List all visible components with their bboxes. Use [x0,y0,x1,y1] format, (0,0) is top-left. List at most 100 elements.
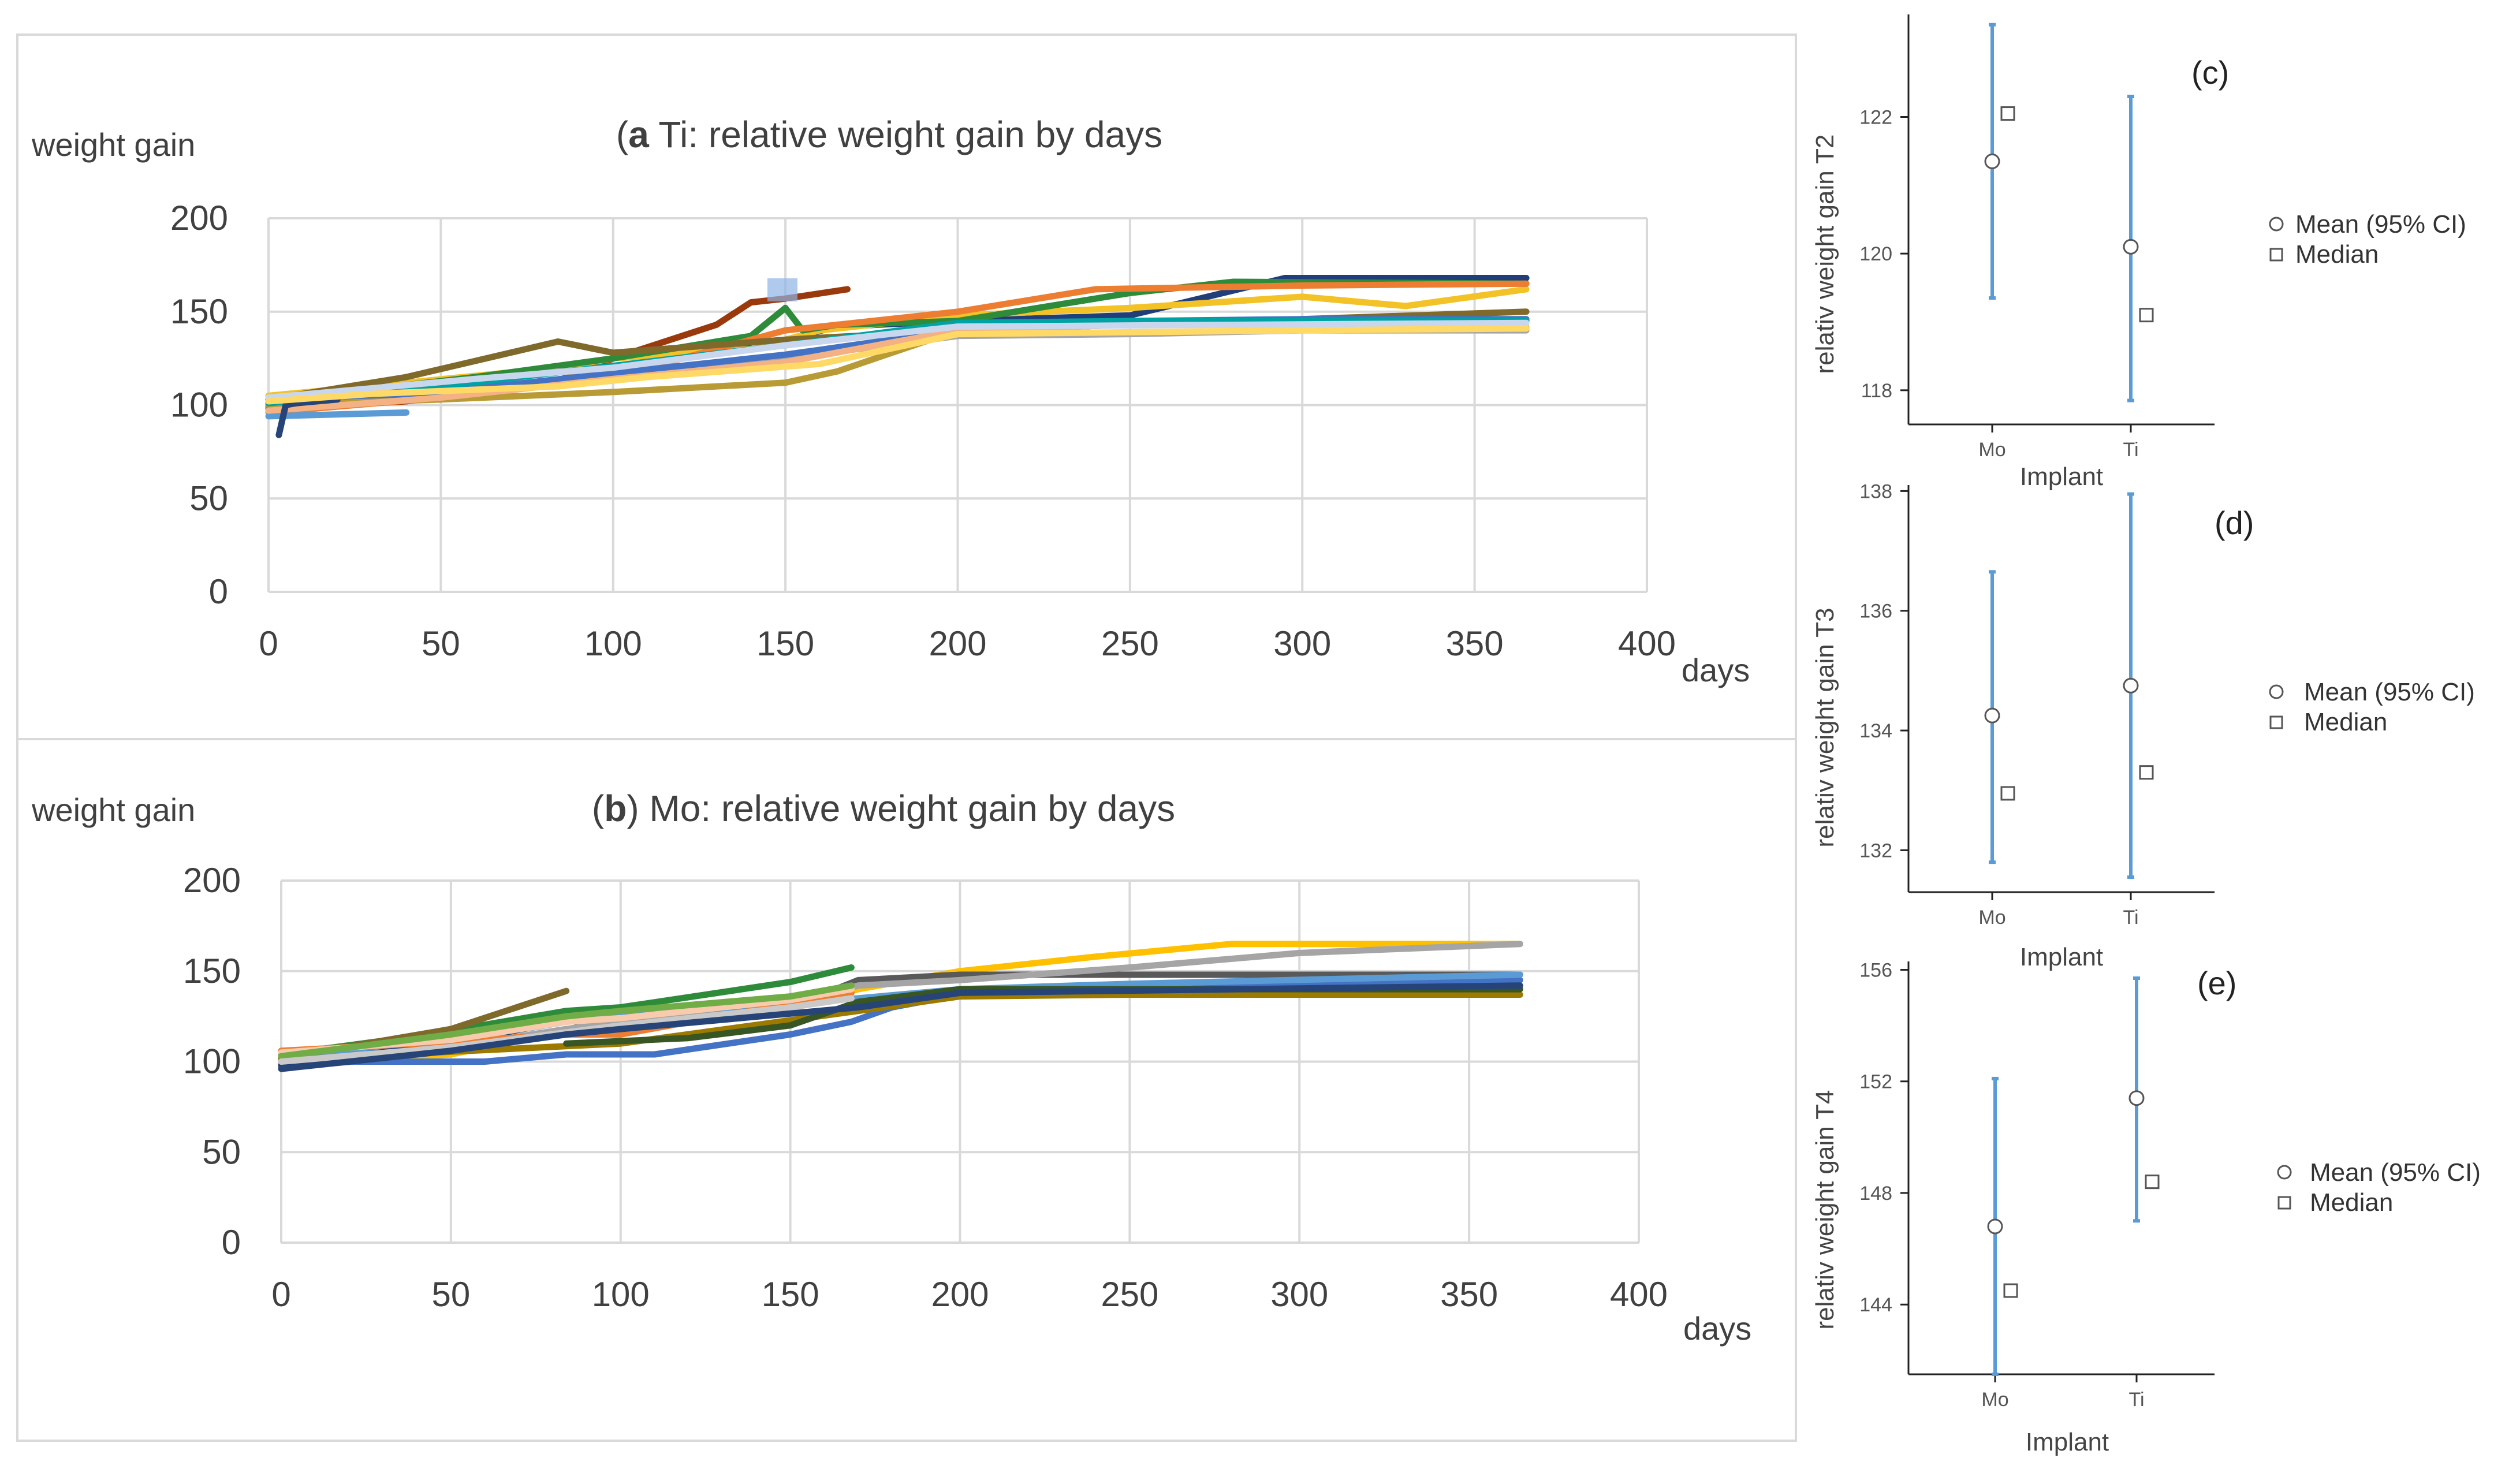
panel-a-y-label: weight gain [31,126,195,163]
y-tick-label: 136 [1859,601,1892,622]
panel-e-marks [1987,976,2160,1376]
x-tick-label: 400 [1618,624,1676,663]
x-tick-label: 150 [762,1275,819,1314]
y-tick-label: 200 [183,861,241,900]
x-tick-label-ti: Ti [2123,439,2138,461]
x-tick-label: 400 [1610,1275,1668,1314]
panel-b-x-ticks: 0 50 100 150 200 250 300 350 400 [271,1275,1668,1314]
panel-d-legend-median: Median [2304,708,2387,736]
x-tick-label: 200 [929,624,986,663]
y-tick-label: 144 [1859,1294,1892,1316]
x-tick-label: 350 [1440,1275,1498,1314]
panel-c-x-label: Implant [2020,463,2103,491]
panel-a-letter: a [628,114,649,155]
y-tick-label: 100 [170,386,228,424]
panel-b-letter: b [604,788,627,829]
legend-mean-circle-icon [2269,684,2284,699]
panel-b-y-ticks: 0 50 100 150 200 [183,861,241,1262]
y-tick-label: 118 [1861,380,1892,402]
x-tick-label: 300 [1270,1275,1328,1314]
series-line-m9 [278,991,1523,1063]
x-tick-label-mo: Mo [1978,439,2005,461]
mean-point-mo [1984,153,2000,169]
x-tick-label: 250 [1101,624,1159,663]
legend-mean-circle-icon [2277,1165,2292,1180]
panel-e-legend: Mean (95% CI) Median [2277,1158,2481,1217]
panel-a-grid [267,217,1648,593]
series-line-m14 [278,995,855,1065]
panel-a-series [265,275,1530,438]
panel-d-marks [1984,492,2154,879]
panel-e-x-label: Implant [2026,1428,2109,1456]
panel-c-legend-median: Median [2295,240,2379,269]
y-tick-label: 156 [1859,959,1892,981]
panel-d-tag: (d) [2215,505,2254,541]
mean-point-ti [2123,238,2139,255]
panel-e-tag: (e) [2197,965,2236,1001]
median-point-ti [2145,1175,2160,1190]
panel-e-mean-plot: (e) Implant relativ weight gain T4 144 14… [1811,959,2481,1456]
series-line-s13 [275,396,341,438]
y-tick-label: 0 [222,1223,241,1262]
legend-median-square-icon [2269,715,2283,729]
median-point-mo [2003,1283,2018,1298]
panel-b-grid [280,879,1640,1244]
x-tick-label: 50 [432,1275,471,1314]
x-tick-label-ti: Ti [2123,907,2138,929]
y-tick-label: 134 [1859,720,1892,742]
legend-median-square-icon [2269,248,2283,262]
panel-b-y-label: weight gain [31,792,195,828]
mean-point-ti [2128,1090,2145,1106]
panel-e-y-label: relativ weight gain T4 [1811,1090,1839,1330]
median-point-ti [2139,308,2154,323]
x-tick-label-mo: Mo [1978,907,2005,929]
panel-b-frame [16,738,1797,1442]
panel-a-title: (a Ti: relative weight gain by days [616,114,1162,155]
panel-b-x-label: days [1683,1310,1751,1347]
y-tick-label: 122 [1859,107,1892,129]
y-tick-label: 148 [1859,1183,1892,1205]
y-tick-label: 100 [183,1042,241,1081]
series-line-m15 [278,982,1523,1072]
series-line-m13 [278,982,855,1060]
panel-c-mean-plot: (c) Implant relativ weight gain T2 118 12… [1811,14,2466,491]
x-tick-label: 0 [259,624,278,663]
mean-point-mo [1987,1218,2003,1235]
panel-a-x-ticks: 0 50 100 150 200 250 300 350 400 [259,624,1676,663]
y-tick-label: 0 [209,572,228,611]
panel-a-title-text: Ti: relative weight gain by days [649,114,1162,155]
panel-c-legend: Mean (95% CI) Median [2269,210,2466,269]
median-point-mo [2000,106,2015,121]
panel-c-axes: 118 120 122 Mo Ti [1859,14,2215,461]
panel-a-selection-marker [767,278,797,301]
panel-c-legend-mean: Mean (95% CI) [2295,210,2466,238]
panel-c-tag: (c) [2191,54,2229,91]
x-tick-label-ti: Ti [2128,1389,2144,1411]
x-tick-label: 250 [1101,1275,1158,1314]
x-tick-label: 100 [592,1275,650,1314]
series-line-s8 [265,409,410,420]
panel-a-line-chart: (a Ti: relative weight gain by days weig… [31,114,1750,688]
legend-mean-circle-icon [2269,217,2284,232]
panel-b-series [278,941,1523,1072]
y-tick-label: 50 [202,1132,241,1171]
panel-e-axes: 144 148 152 156 Mo Ti [1859,959,2215,1411]
series-line-m12 [278,986,855,1056]
panel-e-legend-mean: Mean (95% CI) [2310,1158,2481,1187]
median-point-mo [2000,786,2015,801]
panel-d-legend-mean: Mean (95% CI) [2304,678,2475,706]
panel-d-x-label: Implant [2020,943,2103,971]
panel-c-y-label: relativ weight gain T2 [1811,135,1839,374]
x-tick-label: 100 [584,624,642,663]
y-tick-label: 152 [1859,1071,1892,1093]
y-tick-label: 138 [1859,480,1892,502]
y-tick-label: 132 [1859,840,1892,862]
panel-a-x-label: days [1682,652,1750,688]
series-line-s14 [265,319,1530,401]
panel-b-title-text: ) Mo: relative weight gain by days [627,788,1175,829]
series-line-s15 [265,325,1530,405]
legend-median-square-icon [2277,1196,2291,1210]
x-tick-label: 350 [1446,624,1504,663]
panel-b-line-chart: (b) Mo: relative weight gain by days wei… [31,788,1751,1347]
